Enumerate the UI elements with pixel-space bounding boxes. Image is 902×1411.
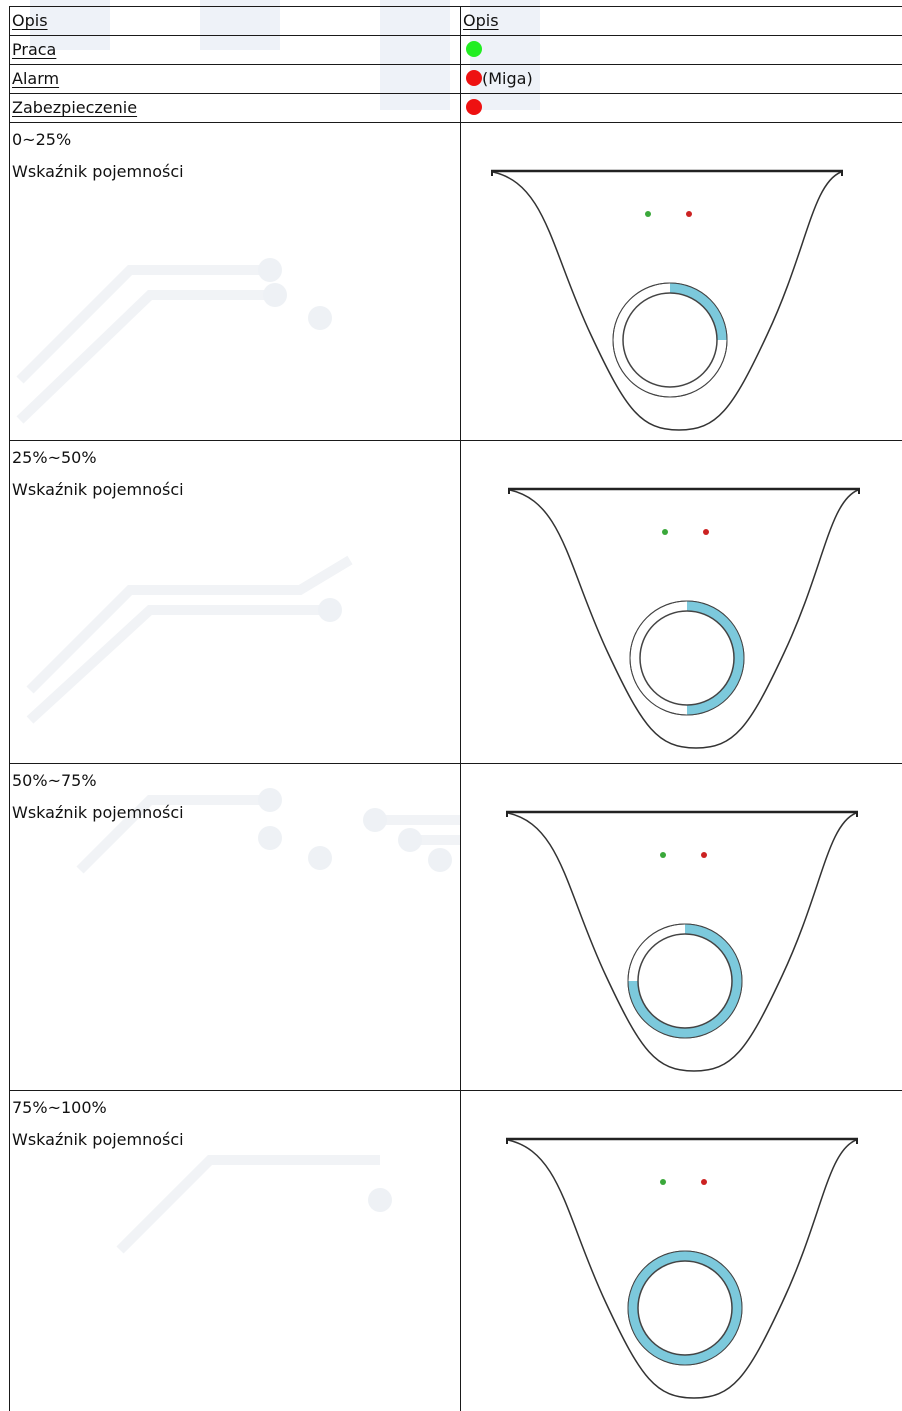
status-row-alarm: Alarm (Miga) xyxy=(10,65,902,94)
capacity-label-cell: 0~25% Wskaźnik pojemności xyxy=(10,123,461,441)
capacity-row: 75%~100% Wskaźnik pojemności xyxy=(10,1091,902,1411)
table-header-row: Opis Opis xyxy=(10,7,902,36)
header-cell: Opis xyxy=(10,7,461,36)
capacity-ring-inner xyxy=(638,934,732,1028)
status-label-cell: Praca xyxy=(10,36,461,65)
red-led-icon xyxy=(703,529,709,535)
status-label: Zabezpieczenie xyxy=(12,98,137,117)
green-led-icon xyxy=(645,211,651,217)
capacity-row: 25%~50% Wskaźnik pojemności xyxy=(10,441,902,764)
capacity-ring-inner xyxy=(638,1261,732,1355)
green-led-icon xyxy=(466,41,482,57)
capacity-label-cell: 25%~50% Wskaźnik pojemności xyxy=(10,441,461,764)
status-label: Praca xyxy=(12,40,56,59)
capacity-label: Wskaźnik pojemności xyxy=(12,477,460,503)
capacity-range: 75%~100% xyxy=(12,1095,460,1121)
capacity-row: 50%~75% Wskaźnik pojemności xyxy=(10,764,902,1091)
device-illustration xyxy=(461,764,902,1090)
header-col1-label: Opis xyxy=(12,11,48,30)
green-led-icon xyxy=(662,529,668,535)
status-value-cell xyxy=(461,36,902,65)
capacity-row: 0~25% Wskaźnik pojemności xyxy=(10,123,902,441)
device-body-group xyxy=(508,489,860,748)
green-led-icon xyxy=(660,1179,666,1185)
device-illustration xyxy=(461,441,902,763)
red-led-icon xyxy=(701,1179,707,1185)
capacity-label: Wskaźnik pojemności xyxy=(12,800,460,826)
status-row-zabezpieczenie: Zabezpieczenie xyxy=(10,94,902,123)
red-led-icon xyxy=(466,70,482,86)
device-body-group xyxy=(506,812,858,1071)
device-illustration xyxy=(461,123,902,440)
red-led-icon xyxy=(701,852,707,858)
device-body-group xyxy=(506,1139,858,1398)
status-row-praca: Praca xyxy=(10,36,902,65)
capacity-label: Wskaźnik pojemności xyxy=(12,1127,460,1153)
status-label-cell: Zabezpieczenie xyxy=(10,94,461,123)
device-illustration-cell xyxy=(461,1091,902,1411)
device-illustration-cell xyxy=(461,441,902,764)
capacity-range: 25%~50% xyxy=(12,445,460,471)
device-illustration-cell xyxy=(461,764,902,1091)
header-col2-label: Opis xyxy=(463,11,499,30)
device-illustration-cell xyxy=(461,123,902,441)
capacity-indicator-table: Opis Opis Praca Alarm (Miga) Zabezpiecze… xyxy=(9,6,902,1411)
green-led-icon xyxy=(660,852,666,858)
capacity-range: 50%~75% xyxy=(12,768,460,794)
status-value-cell: (Miga) xyxy=(461,65,902,94)
capacity-range: 0~25% xyxy=(12,127,460,153)
capacity-label-cell: 50%~75% Wskaźnik pojemności xyxy=(10,764,461,1091)
red-led-icon xyxy=(686,211,692,217)
status-label: Alarm xyxy=(12,69,59,88)
status-value-cell xyxy=(461,94,902,123)
capacity-ring-inner xyxy=(640,611,734,705)
capacity-ring-inner xyxy=(623,293,717,387)
device-illustration xyxy=(461,1091,902,1411)
header-cell: Opis xyxy=(461,7,902,36)
red-led-icon xyxy=(466,99,482,115)
device-body-group xyxy=(491,171,843,430)
status-label-cell: Alarm xyxy=(10,65,461,94)
capacity-label-cell: 75%~100% Wskaźnik pojemności xyxy=(10,1091,461,1411)
capacity-label: Wskaźnik pojemności xyxy=(12,159,460,185)
status-suffix: (Miga) xyxy=(482,69,533,88)
